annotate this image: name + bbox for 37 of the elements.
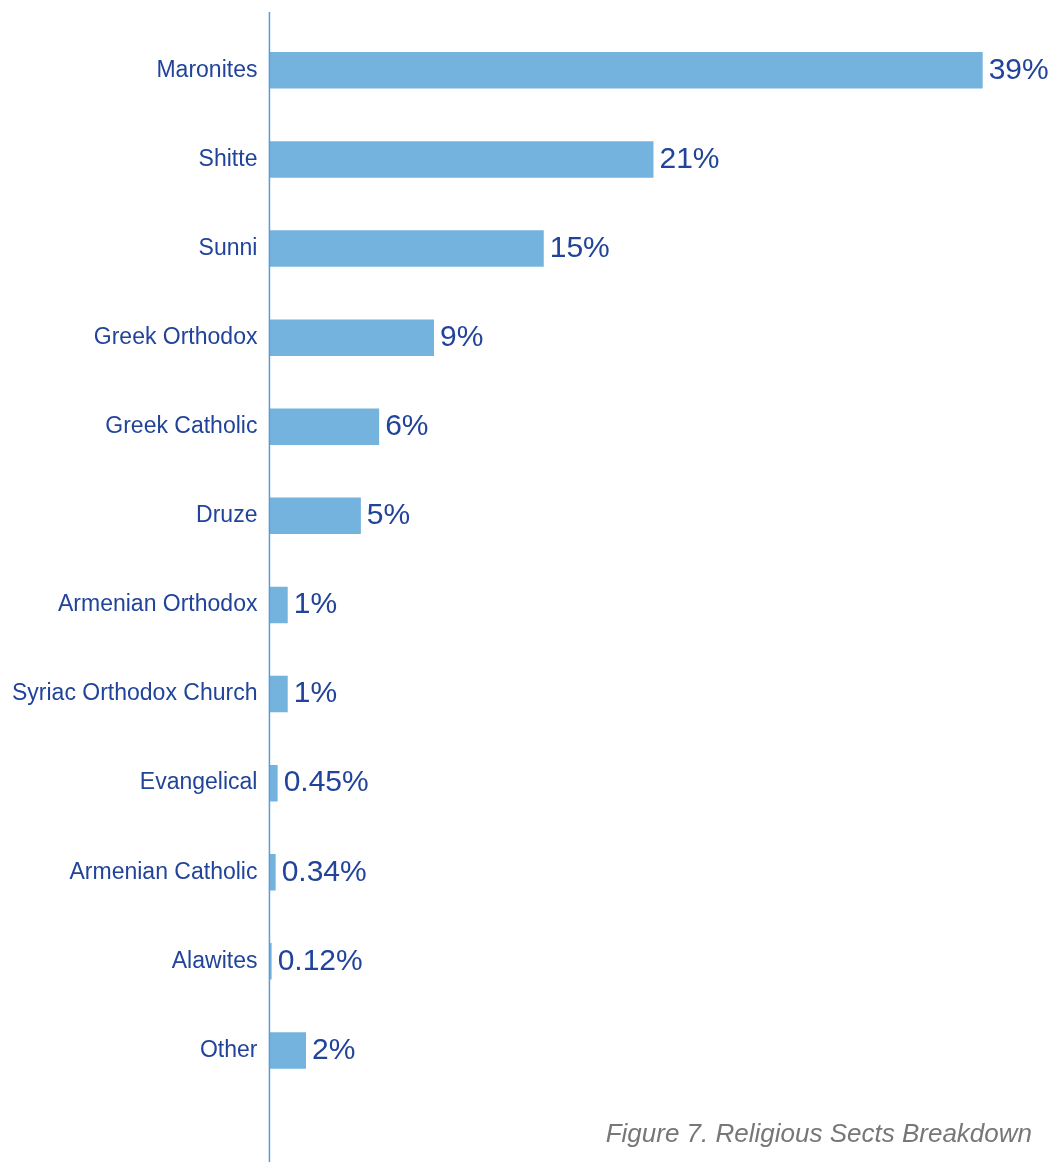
bar (269, 1032, 307, 1069)
data-label: 6% (385, 408, 429, 442)
y-tick-label: Shitte (198, 144, 258, 171)
data-label: 1% (293, 586, 338, 620)
data-label: 15% (549, 229, 610, 263)
data-label: 0.45% (283, 764, 369, 798)
y-tick-label: Armenian Orthodox (57, 590, 258, 617)
y-tick-label: Greek Catholic (105, 412, 258, 439)
data-label: 5% (366, 497, 411, 531)
y-tick-label: Other (199, 1035, 258, 1062)
y-tick-label: Greek Orthodox (93, 322, 258, 349)
bar (269, 230, 544, 267)
data-label: 0.34% (281, 853, 367, 887)
y-tick-label: Evangelical (139, 768, 258, 795)
bar (269, 52, 983, 89)
y-tick-label: Sunni (198, 233, 258, 260)
y-tick-label: Druze (196, 501, 258, 528)
bar (269, 408, 380, 446)
y-tick-label: Syriac Orthodox Church (11, 679, 258, 706)
bar (269, 675, 288, 713)
bar (269, 853, 276, 891)
bar (269, 497, 361, 535)
data-label: 1% (293, 675, 338, 709)
bar (269, 319, 435, 356)
data-label: 39% (988, 51, 1049, 85)
y-tick-label: Maronites (156, 55, 258, 82)
data-label: 0.12% (277, 942, 363, 976)
bar (269, 764, 278, 802)
data-label: 21% (659, 140, 720, 174)
text: Figure 7. Religious Sects Breakdown (605, 1118, 1032, 1149)
y-tick-label: Alawites (171, 946, 258, 973)
bar (269, 943, 272, 980)
data-label: 2% (312, 1031, 356, 1065)
y-tick-label: Armenian Catholic (69, 857, 258, 884)
data-label: 9% (440, 318, 484, 352)
bar (269, 586, 288, 624)
bar (269, 141, 654, 178)
